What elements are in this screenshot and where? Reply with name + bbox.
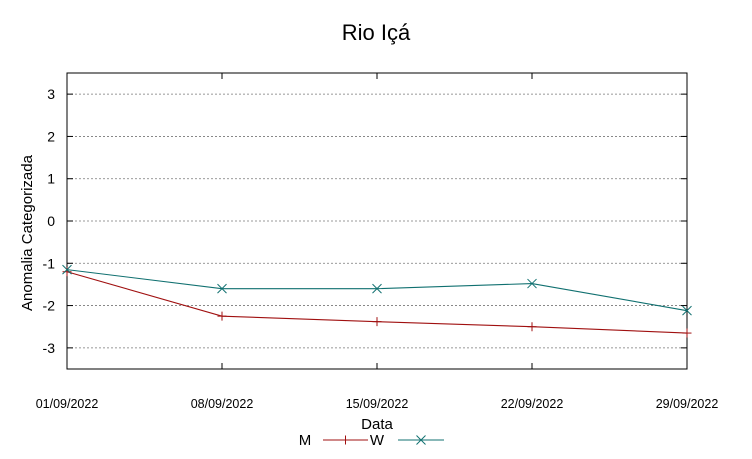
x-tick-label: 15/09/2022 (346, 397, 409, 411)
data-point-M (217, 311, 227, 321)
series-lines (62, 264, 692, 338)
data-point-W (62, 264, 72, 275)
series-W (62, 264, 692, 316)
legend-marker-W (416, 435, 426, 445)
cross-marker (416, 435, 426, 445)
data-point-W (372, 283, 382, 294)
data-point-M (372, 317, 382, 327)
y-axis-label: Anomalia Categorizada (19, 154, 36, 311)
legend-label-W: W (370, 432, 385, 449)
data-point-W (527, 278, 537, 289)
x-axis-ticks: 01/09/2022 08/09/2022 15/09/2022 22/09/2022… (36, 73, 719, 411)
series-M (62, 267, 692, 338)
data-point-M (62, 267, 72, 277)
y-tick-label: 1 (47, 171, 55, 187)
y-tick-label: 0 (47, 213, 55, 229)
legend-label-M: M (299, 432, 312, 449)
x-axis-label: Data (361, 416, 393, 433)
y-tick-label: -1 (43, 255, 56, 271)
data-point-M (682, 328, 692, 338)
chart-title: Rio Içá (342, 20, 411, 45)
y-tick-label: 3 (47, 86, 55, 102)
x-tick-label: 29/09/2022 (656, 397, 719, 411)
data-point-W (217, 283, 227, 294)
legend-marker-M (341, 435, 350, 445)
y-tick-label: -3 (43, 340, 56, 356)
data-point-M (527, 322, 537, 332)
cross-marker (62, 264, 72, 275)
series-line-W (66, 269, 688, 312)
cross-marker (527, 278, 537, 289)
cross-marker (217, 283, 227, 294)
y-axis-ticks: 3 2 1 0 -1 -2 -3 (43, 86, 687, 356)
x-tick-label: 08/09/2022 (191, 397, 254, 411)
cross-marker (372, 283, 382, 294)
data-point-W (682, 305, 692, 316)
x-tick-label: 22/09/2022 (501, 397, 564, 411)
y-tick-label: 2 (47, 128, 55, 144)
grid-lines (67, 93, 687, 349)
y-tick-label: -2 (43, 298, 56, 314)
x-tick-label: 01/09/2022 (36, 397, 99, 411)
cross-marker (682, 305, 692, 316)
